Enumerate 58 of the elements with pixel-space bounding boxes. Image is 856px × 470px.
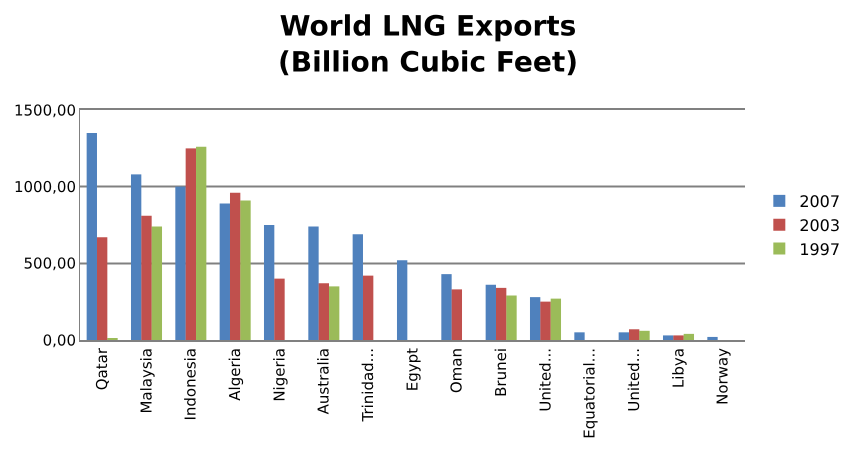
bar	[196, 146, 206, 340]
y-tick-label: 1500,00	[14, 101, 76, 120]
bar	[96, 237, 108, 340]
x-tick-label: United...	[536, 348, 554, 412]
bar	[186, 148, 196, 340]
bar	[152, 226, 162, 340]
x-tick-label: Trinidad...	[359, 348, 378, 423]
bar	[362, 276, 374, 340]
bar	[220, 204, 230, 340]
bar	[318, 283, 330, 340]
chart-title: World LNG Exports (Billion Cubic Feet)	[278, 9, 578, 79]
x-tick-label: Egypt	[403, 348, 422, 392]
bar	[274, 278, 285, 340]
bar	[673, 335, 684, 340]
bar	[684, 334, 694, 340]
bar	[628, 329, 640, 340]
bar	[540, 302, 551, 340]
x-tick-label: Algeria	[226, 348, 244, 401]
bar	[530, 297, 540, 340]
legend-label: 2003	[799, 216, 840, 235]
x-tick-label: Qatar	[93, 347, 112, 390]
x-tick-label: Nigeria	[270, 348, 288, 402]
bar	[486, 284, 496, 340]
y-tick-label: 1000,00	[14, 178, 76, 196]
bar	[707, 336, 718, 340]
bar	[506, 296, 517, 340]
y-tick-label: 500,00	[24, 254, 76, 273]
x-tick-label: Indonesia	[182, 348, 200, 421]
x-tick-label: Malaysia	[137, 348, 156, 414]
bar	[86, 133, 97, 340]
x-tick-label: Oman	[448, 348, 466, 394]
bar	[264, 225, 274, 340]
x-tick-label: Brunei	[492, 348, 510, 397]
bar	[441, 274, 452, 340]
x-tick-label: Norway	[714, 348, 732, 405]
bar	[230, 192, 240, 340]
bar	[130, 174, 142, 340]
legend-label: 1997	[799, 240, 840, 259]
bar	[141, 216, 152, 340]
bar	[308, 226, 319, 340]
bar	[618, 332, 629, 340]
bar	[329, 286, 340, 340]
bar	[396, 260, 408, 340]
bar	[639, 330, 650, 340]
bar	[352, 234, 363, 340]
bar	[574, 332, 585, 340]
bar	[496, 288, 506, 340]
bar	[452, 289, 462, 340]
x-tick-label: Libya	[669, 348, 688, 388]
y-tick-label: 0,00	[42, 331, 76, 350]
x-tick-label: Australia	[314, 348, 333, 414]
bar	[662, 335, 674, 340]
bar	[240, 200, 251, 340]
legend-label: 2007	[799, 192, 840, 212]
x-tick-label: Equatorial...	[580, 348, 599, 439]
bar	[550, 298, 562, 340]
x-tick-label: United...	[625, 348, 644, 412]
bar	[175, 186, 186, 340]
